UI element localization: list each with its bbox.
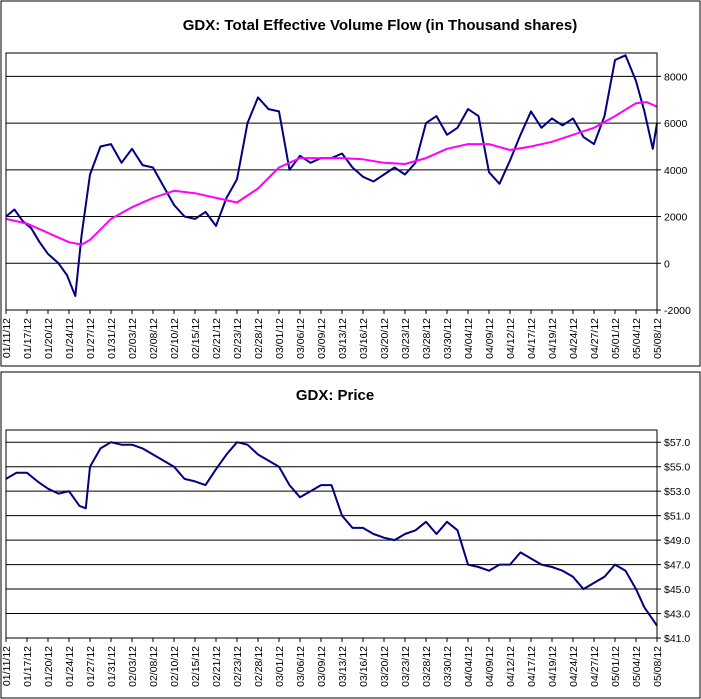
y-tick-label: 6000	[664, 118, 688, 130]
x-tick-label: 03/06/12	[295, 318, 307, 359]
x-tick-label: 03/16/12	[358, 318, 370, 359]
x-tick-label: 04/04/12	[463, 646, 475, 687]
x-tick-label: 03/30/12	[442, 318, 454, 359]
x-tick-label: 02/28/12	[253, 318, 265, 359]
x-tick-label: 04/17/12	[526, 318, 538, 359]
x-tick-label: 03/20/12	[379, 318, 391, 359]
x-tick-label: 02/10/12	[169, 646, 181, 687]
x-tick-label: 05/01/12	[610, 646, 622, 687]
series-line-volume-flow-1	[5, 101, 658, 246]
x-tick-label: 04/12/12	[505, 318, 517, 359]
series-line-price-0	[5, 441, 658, 627]
x-tick-label: 01/17/12	[22, 318, 34, 359]
x-tick-label: 03/23/12	[400, 318, 412, 359]
x-tick-label: 02/23/12	[232, 646, 244, 687]
x-tick-label: 01/31/12	[106, 646, 118, 687]
x-tick-label: 05/01/12	[610, 318, 622, 359]
chart-title-volume-flow: GDX: Total Effective Volume Flow (in Tho…	[183, 17, 578, 34]
x-tick-label: 02/03/12	[127, 318, 139, 359]
x-tick-label: 05/04/12	[631, 318, 643, 359]
y-tick-label: $43.0	[664, 609, 690, 621]
y-tick-label: $51.0	[664, 511, 690, 523]
y-tick-label: $41.0	[664, 633, 690, 645]
x-tick-label: 02/23/12	[232, 318, 244, 359]
x-tick-label: 02/08/12	[148, 646, 160, 687]
x-tick-label: 02/10/12	[169, 318, 181, 359]
x-tick-label: 04/09/12	[484, 646, 496, 687]
y-tick-label: $47.0	[664, 560, 690, 572]
x-tick-label: 01/20/12	[43, 318, 55, 359]
y-tick-label: $55.0	[664, 462, 690, 474]
x-tick-label: 02/21/12	[211, 646, 223, 687]
x-tick-label: 01/31/12	[106, 318, 118, 359]
x-tick-label: 03/09/12	[316, 646, 328, 687]
x-tick-label: 04/24/12	[568, 646, 580, 687]
chart-frame-volume-flow	[0, 0, 701, 367]
x-tick-label: 04/24/12	[568, 318, 580, 359]
x-tick-label: 04/09/12	[484, 318, 496, 359]
x-tick-label: 03/20/12	[379, 646, 391, 687]
x-tick-label: 01/20/12	[43, 646, 55, 687]
x-tick-label: 04/17/12	[526, 646, 538, 687]
y-tick-label: $49.0	[664, 535, 690, 547]
y-tick-label: -2000	[664, 305, 691, 317]
x-tick-label: 03/09/12	[316, 318, 328, 359]
x-tick-label: 01/24/12	[64, 646, 76, 687]
x-tick-label: 03/13/12	[337, 318, 349, 359]
x-tick-label: 02/03/12	[127, 646, 139, 687]
x-tick-label: 03/16/12	[358, 646, 370, 687]
y-tick-label: 4000	[664, 165, 688, 177]
x-tick-label: 04/19/12	[547, 318, 559, 359]
y-tick-label: 2000	[664, 212, 688, 224]
x-tick-label: 02/21/12	[211, 318, 223, 359]
x-tick-label: 01/27/12	[85, 318, 97, 359]
x-tick-label: 01/17/12	[22, 646, 34, 687]
chart-frame-price	[0, 371, 701, 699]
x-tick-label: 01/24/12	[64, 318, 76, 359]
x-tick-label: 04/27/12	[589, 646, 601, 687]
y-tick-label: 0	[664, 258, 670, 270]
chart-title-price: GDX: Price	[296, 387, 374, 404]
y-tick-label: $45.0	[664, 584, 690, 596]
plot-area-volume-flow	[5, 52, 658, 311]
x-tick-label: 02/28/12	[253, 646, 265, 687]
y-tick-label: $57.0	[664, 437, 690, 449]
x-tick-label: 03/23/12	[400, 646, 412, 687]
y-tick-label: 8000	[664, 71, 688, 83]
x-tick-label: 05/08/12	[652, 318, 664, 359]
x-tick-label: 05/08/12	[652, 646, 664, 687]
x-tick-label: 03/30/12	[442, 646, 454, 687]
x-tick-label: 05/04/12	[631, 646, 643, 687]
x-tick-label: 02/15/12	[190, 318, 202, 359]
x-tick-label: 03/06/12	[295, 646, 307, 687]
x-tick-label: 03/01/12	[274, 318, 286, 359]
x-tick-label: 03/28/12	[421, 318, 433, 359]
plot-area-price	[5, 429, 658, 639]
x-tick-label: 03/28/12	[421, 646, 433, 687]
x-tick-label: 03/01/12	[274, 646, 286, 687]
x-tick-label: 01/27/12	[85, 646, 97, 687]
x-tick-label: 02/15/12	[190, 646, 202, 687]
x-tick-label: 04/27/12	[589, 318, 601, 359]
x-tick-label: 04/19/12	[547, 646, 559, 687]
x-tick-label: 01/11/12	[1, 646, 13, 686]
y-tick-label: $53.0	[664, 486, 690, 498]
x-tick-label: 04/12/12	[505, 646, 517, 687]
x-tick-label: 03/13/12	[337, 646, 349, 687]
x-tick-label: 04/04/12	[463, 318, 475, 359]
x-tick-label: 02/08/12	[148, 318, 160, 359]
x-tick-label: 01/11/12	[1, 318, 13, 358]
